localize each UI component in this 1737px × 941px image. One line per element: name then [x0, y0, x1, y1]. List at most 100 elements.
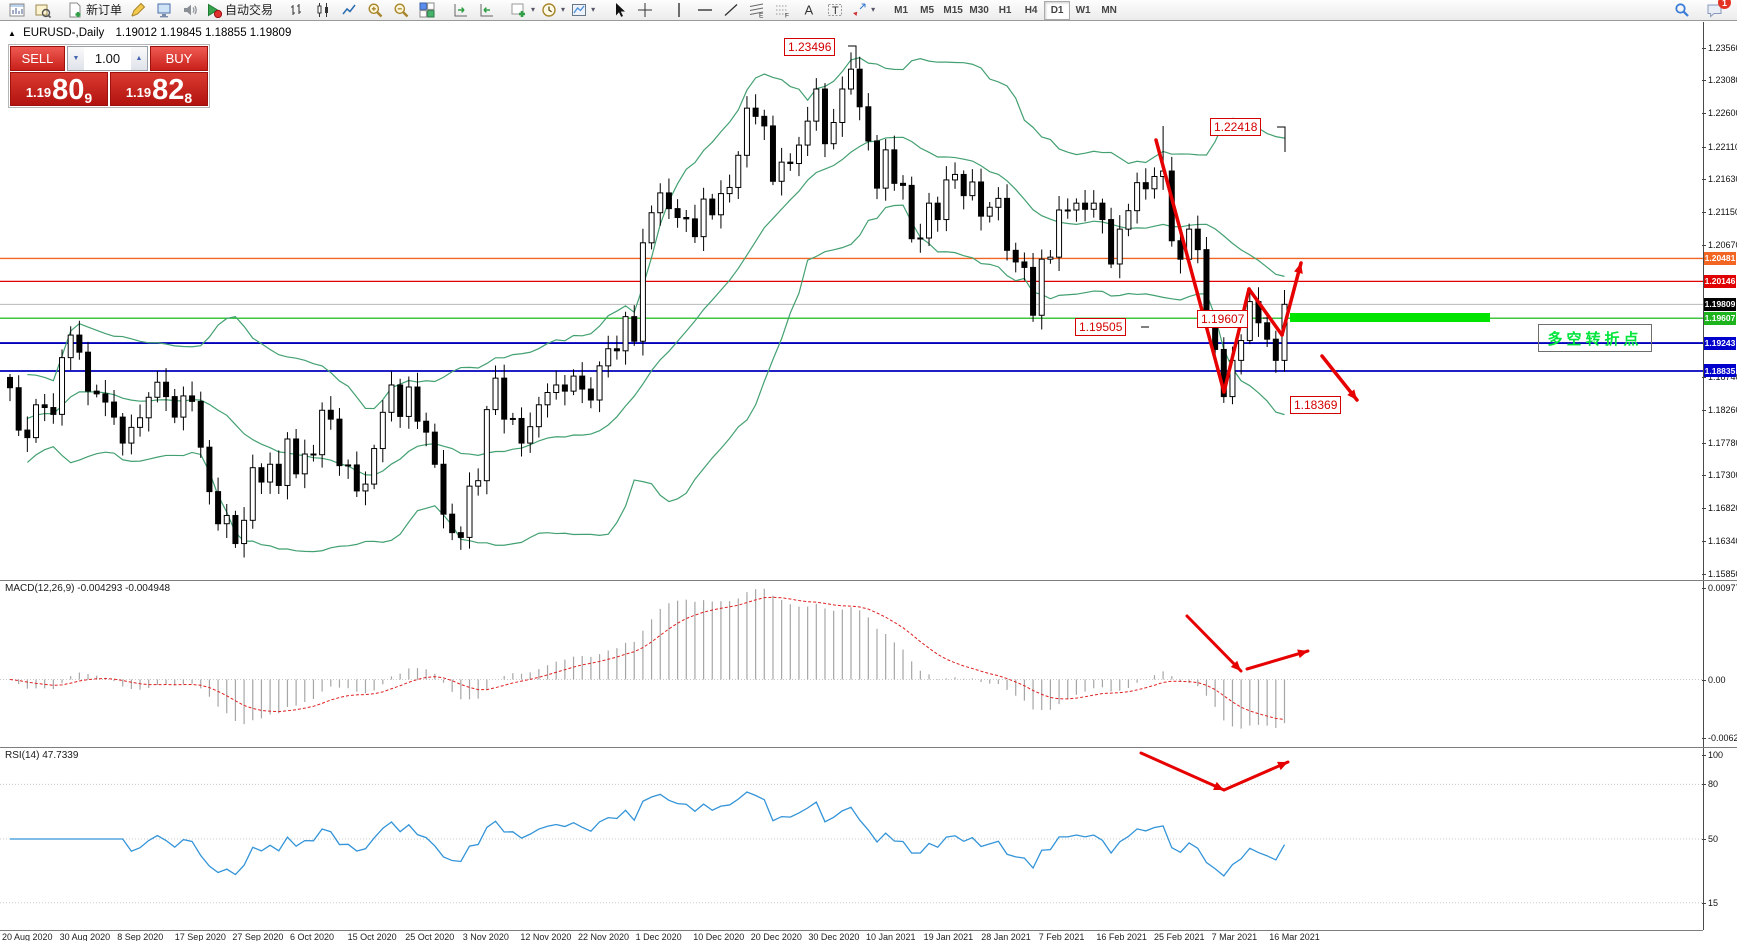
main-chart-pane[interactable]: [0, 22, 1703, 580]
metaeditor-button[interactable]: [125, 0, 151, 20]
price-axis-tick: 1.21150: [1702, 207, 1737, 217]
notifications-button[interactable]: 1: [1701, 0, 1731, 20]
macd-label: MACD(12,26,9) -0.004293 -0.004948: [5, 583, 171, 594]
date-axis-label: 7 Feb 2021: [1038, 932, 1085, 941]
price-callout-label: 1.22418: [1210, 118, 1262, 136]
grid-button[interactable]: F: [770, 0, 796, 20]
rsi-pane-separator[interactable]: [0, 747, 1737, 748]
rsi-pane[interactable]: [0, 748, 1703, 930]
new-chart-icon: [9, 2, 25, 18]
date-axis-label: 16 Feb 2021: [1096, 932, 1147, 941]
svg-text:T: T: [832, 5, 839, 17]
indicators-icon: [511, 2, 527, 18]
date-axis-label: 10 Dec 2020: [693, 932, 745, 941]
profiles-button[interactable]: [30, 0, 56, 20]
chart-shift-button[interactable]: [474, 0, 500, 20]
shapes-button[interactable]: ▾: [848, 0, 878, 20]
macd-axis-label: -0.006241: [1702, 733, 1737, 743]
buy-button[interactable]: BUY: [150, 46, 208, 71]
timeframe-m15[interactable]: M15: [943, 4, 963, 16]
templates-button[interactable]: ▾: [568, 0, 598, 20]
buy-price[interactable]: 1.19 82 8: [110, 72, 208, 106]
rsi-label: RSI(14) 47.7339: [5, 750, 79, 761]
autotrading-icon: [206, 2, 223, 18]
sell-button[interactable]: SELL: [10, 46, 65, 71]
timeframe-h4[interactable]: H4: [1024, 4, 1038, 16]
pivot-note-label: 多空转折点: [1538, 324, 1652, 352]
line-chart-button[interactable]: [336, 0, 362, 20]
timeframe-mn[interactable]: MN: [1101, 4, 1117, 16]
sell-price[interactable]: 1.19 80 9: [10, 72, 108, 106]
svg-text:E: E: [759, 12, 764, 18]
timeframe-d1[interactable]: D1: [1044, 0, 1071, 20]
price-tag: 1.20146: [1704, 274, 1736, 288]
price-callout-label: 1.18369: [1290, 396, 1342, 414]
new-chart-button[interactable]: [4, 0, 30, 20]
zoom-in-button[interactable]: [362, 0, 388, 20]
autotrading-button[interactable]: 自动交易: [203, 0, 276, 20]
volume-decrease-button[interactable]: ▼: [68, 47, 84, 70]
candlestick-chart-button[interactable]: [310, 0, 336, 20]
price-axis-tick: 1.17300: [1702, 470, 1737, 480]
timeframe-m5[interactable]: M5: [920, 4, 935, 16]
date-axis-label: 15 Oct 2020: [347, 932, 397, 941]
date-axis-label: 3 Nov 2020: [462, 932, 509, 941]
indicators-button[interactable]: ▾: [508, 0, 538, 20]
cursor-icon: [611, 2, 627, 18]
fibonacci-button[interactable]: E: [744, 0, 770, 20]
price-axis-tick: 1.23560: [1702, 43, 1737, 53]
timeframe-w1[interactable]: W1: [1075, 4, 1091, 16]
volume-increase-button[interactable]: ▲: [131, 47, 147, 70]
svg-text:A: A: [805, 2, 814, 17]
date-axis-label: 7 Mar 2021: [1211, 932, 1258, 941]
vertical-line-button[interactable]: [666, 0, 692, 20]
cursor-button[interactable]: [606, 0, 632, 20]
price-axis-tick: 1.23080: [1702, 75, 1737, 85]
price-axis-tick: 1.20670: [1702, 240, 1737, 250]
zoom-out-button[interactable]: [388, 0, 414, 20]
date-axis-border: [0, 930, 1703, 931]
sell-price-prefix: 1.19: [25, 85, 52, 100]
price-axis-tick: 1.22600: [1702, 108, 1737, 118]
bar-chart-button[interactable]: [284, 0, 310, 20]
price-tag: 1.19243: [1704, 336, 1736, 350]
price-callout-label: 1.19505: [1075, 318, 1127, 336]
volume-input[interactable]: [84, 47, 131, 70]
crosshair-button[interactable]: [632, 0, 658, 20]
date-axis-label: 8 Sep 2020: [117, 932, 164, 941]
text-button[interactable]: A: [796, 0, 822, 20]
timeframe-m1[interactable]: M1: [894, 4, 909, 16]
volume-stepper: ▼ ▲: [67, 46, 148, 71]
macd-pane-separator[interactable]: [0, 580, 1737, 581]
search-button[interactable]: [1669, 0, 1695, 20]
autotrading-label: 自动交易: [225, 3, 274, 17]
buy-price-sup: 8: [184, 90, 193, 106]
timeframe-m30[interactable]: M30: [969, 4, 989, 16]
buy-price-big: 82: [152, 74, 185, 106]
search-icon: [1674, 2, 1690, 18]
price-tag: 1.19607: [1704, 311, 1736, 325]
new-order-button[interactable]: 新订单: [64, 0, 125, 20]
grid-icon: F: [775, 2, 791, 18]
price-axis-tick: 1.22110: [1702, 142, 1737, 152]
date-axis-label: 25 Feb 2021: [1154, 932, 1205, 941]
date-axis-label: 28 Jan 2021: [981, 932, 1031, 941]
timeframe-h1[interactable]: H1: [998, 4, 1012, 16]
alerts-button[interactable]: [177, 0, 203, 20]
macd-axis-label: 0.00977: [1702, 583, 1737, 593]
periods-button[interactable]: ▾: [538, 0, 568, 20]
chevron-down-icon: ▾: [871, 5, 876, 14]
text-label-button[interactable]: T: [822, 0, 848, 20]
terminal-button[interactable]: [151, 0, 177, 20]
terminal-icon: [156, 2, 172, 18]
date-axis-label: 16 Mar 2021: [1269, 932, 1320, 941]
auto-scroll-button[interactable]: [448, 0, 474, 20]
trendline-button[interactable]: [718, 0, 744, 20]
price-axis-tick: 1.16820: [1702, 503, 1737, 513]
collapse-panel-arrow[interactable]: ▲: [8, 29, 16, 38]
tile-windows-button[interactable]: [414, 0, 440, 20]
macd-pane[interactable]: [0, 581, 1703, 747]
horizontal-line-button[interactable]: [692, 0, 718, 20]
date-axis-label: 20 Aug 2020: [2, 932, 53, 941]
